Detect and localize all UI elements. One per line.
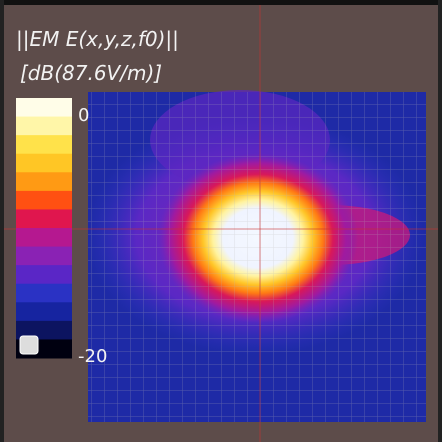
colorbar-segment (16, 320, 72, 340)
colorbar (16, 98, 72, 359)
left-border (0, 0, 4, 442)
colorbar-segment (16, 116, 72, 136)
colorbar-segment (16, 172, 72, 192)
colorbar-segment (16, 265, 72, 285)
colorbar-segment (16, 283, 72, 303)
colorbar-segment (16, 209, 72, 229)
colorbar-min: -20 (78, 346, 107, 367)
grid (88, 92, 426, 422)
colorbar-segment (16, 246, 72, 266)
colorbar-segment (16, 190, 72, 210)
colorbar-segment (16, 135, 72, 155)
colorbar-segment (16, 98, 72, 118)
title: ||EM E(x,y,z,f0)|| (16, 27, 179, 51)
colorbar-icon[interactable] (19, 335, 39, 355)
right-border (438, 0, 442, 442)
colorbar-segment (16, 153, 72, 173)
colorbar-max: 0 (78, 105, 89, 126)
colorbar-segment (16, 228, 72, 248)
unit: [dB(87.6V/m)] (20, 61, 162, 85)
colorbar-segment (16, 302, 72, 322)
top-border (0, 0, 442, 5)
